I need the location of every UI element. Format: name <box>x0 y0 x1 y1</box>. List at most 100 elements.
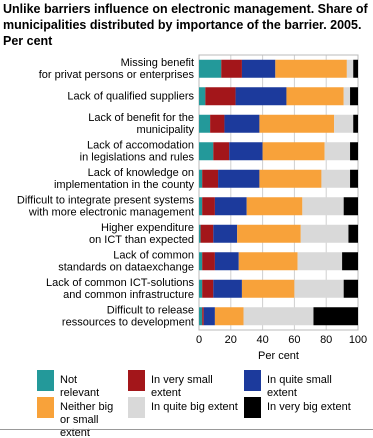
bar-segment <box>229 142 263 161</box>
bar-segment <box>350 87 358 106</box>
bar-segment <box>199 142 214 161</box>
y-tick-label-line: Missing benefit <box>121 57 194 69</box>
bar-segment <box>343 197 358 216</box>
bar-segment <box>203 307 215 326</box>
legend-swatch <box>37 370 54 391</box>
bar-segment <box>218 169 260 188</box>
y-tick-label: Lack of accomodation in legislations and … <box>80 139 195 163</box>
y-tick-label: Lack of knowledge on implementation in th… <box>54 167 195 191</box>
bar-segment <box>199 87 206 106</box>
bar-segment <box>259 114 335 133</box>
legend-label: In quite small extent <box>267 374 332 399</box>
bar-segment <box>199 197 203 216</box>
y-tick-label: Lack of common ICT-solutions and common i… <box>46 277 194 301</box>
bar-segment <box>343 279 358 298</box>
bar-segment <box>199 114 211 133</box>
bar-segment <box>213 224 238 243</box>
legend-label: Neither big or small extent <box>60 401 114 438</box>
bar-segment <box>350 142 358 161</box>
bar-segment <box>342 252 358 271</box>
bar-segment <box>286 87 344 106</box>
bar-segment <box>199 279 203 298</box>
y-tick-label-line: and common infrastructure <box>63 289 194 301</box>
x-tick-label: 0 <box>196 334 202 346</box>
y-tick-label-line: ressources to development <box>62 316 194 328</box>
legend-label: In very big extent <box>267 401 351 413</box>
legend-label: In quite big extent <box>151 401 238 413</box>
y-tick-label-line: Lack of benefit for the <box>88 112 194 124</box>
bar-segment <box>213 279 242 298</box>
y-tick-label: Higher expenditure on ICT than expected <box>89 222 194 246</box>
y-tick-label: Difficult to release ressources to develo… <box>62 304 194 328</box>
bar-segment <box>237 224 301 243</box>
bar-segment <box>224 114 260 133</box>
y-tick-label-line: for privat persons or enterprises <box>39 69 195 81</box>
bar-segment <box>353 114 358 133</box>
bar-segment <box>262 142 325 161</box>
bar-segment <box>202 169 219 188</box>
bar-segment <box>294 279 344 298</box>
bar-segment <box>205 87 236 106</box>
y-tick-label-line: municipality <box>137 124 195 136</box>
y-tick-label-line: implementation in the county <box>54 179 195 191</box>
bar-segment <box>302 197 344 216</box>
x-tick-label: 60 <box>288 334 300 346</box>
x-axis-title: Per cent <box>258 350 299 362</box>
y-tick-label-line: in legislations and rules <box>80 151 195 163</box>
bar-segment <box>313 307 358 326</box>
bar-segment <box>348 224 358 243</box>
bar-segment <box>214 307 244 326</box>
separator <box>0 429 373 430</box>
bar-segment <box>202 279 214 298</box>
bar-segment <box>241 279 295 298</box>
y-tick-label-line: Lack of qualified suppliers <box>67 90 194 102</box>
legend-swatch <box>244 370 261 391</box>
y-tick-label: Lack of qualified suppliers <box>67 90 194 102</box>
bar-segment <box>202 197 215 216</box>
x-tick-label: 20 <box>225 334 237 346</box>
bar-segment <box>246 197 303 216</box>
y-tick-label-line: Lack of common <box>113 249 194 261</box>
bar-segment <box>346 59 354 78</box>
bar-segment <box>214 252 239 271</box>
bar-segment <box>221 59 242 78</box>
x-tick-label: 80 <box>320 334 332 346</box>
bar-segment <box>241 59 276 78</box>
legend-label: Not relevant <box>60 374 100 399</box>
legend-label: In very small extent <box>151 374 213 399</box>
bar-segment <box>324 142 351 161</box>
bar-segment <box>275 59 347 78</box>
bar-segment <box>199 307 203 326</box>
bar-segment <box>235 87 287 106</box>
y-tick-label-line: Lack of common ICT-solutions <box>46 277 194 289</box>
y-tick-label: Lack of common standards on dataexchange <box>58 249 194 273</box>
bar-segment <box>259 169 322 188</box>
legend-swatch <box>244 397 261 418</box>
y-tick-label: Difficult to integrate present systems wi… <box>17 194 195 218</box>
legend-swatch <box>128 397 145 418</box>
bar-segment <box>213 142 230 161</box>
bar-segment <box>343 87 351 106</box>
bar-segment <box>199 252 203 271</box>
bar-segment <box>199 59 222 78</box>
bar-segment <box>321 169 351 188</box>
bar-segment <box>350 169 358 188</box>
y-tick-label: Missing benefit for privat persons or ent… <box>39 57 195 81</box>
x-tick-label: 100 <box>349 334 367 346</box>
y-tick-label-line: on ICT than expected <box>89 234 194 246</box>
bar-segment <box>334 114 354 133</box>
chart-title: Unlike barriers influence on electronic … <box>3 2 368 48</box>
y-tick-label-line: Higher expenditure <box>101 222 194 234</box>
bar-segment <box>297 252 343 271</box>
bar-segment <box>214 197 247 216</box>
y-tick-label-line: standards on dataexchange <box>58 261 194 273</box>
bar-segment <box>199 169 203 188</box>
y-tick-label-line: Difficult to integrate present systems <box>17 194 195 206</box>
bar-segment <box>202 252 215 271</box>
bar-segment <box>210 114 225 133</box>
y-tick-label: Lack of benefit for the municipality <box>88 112 194 136</box>
plot-frame <box>198 54 359 331</box>
bar-segment <box>199 224 201 243</box>
